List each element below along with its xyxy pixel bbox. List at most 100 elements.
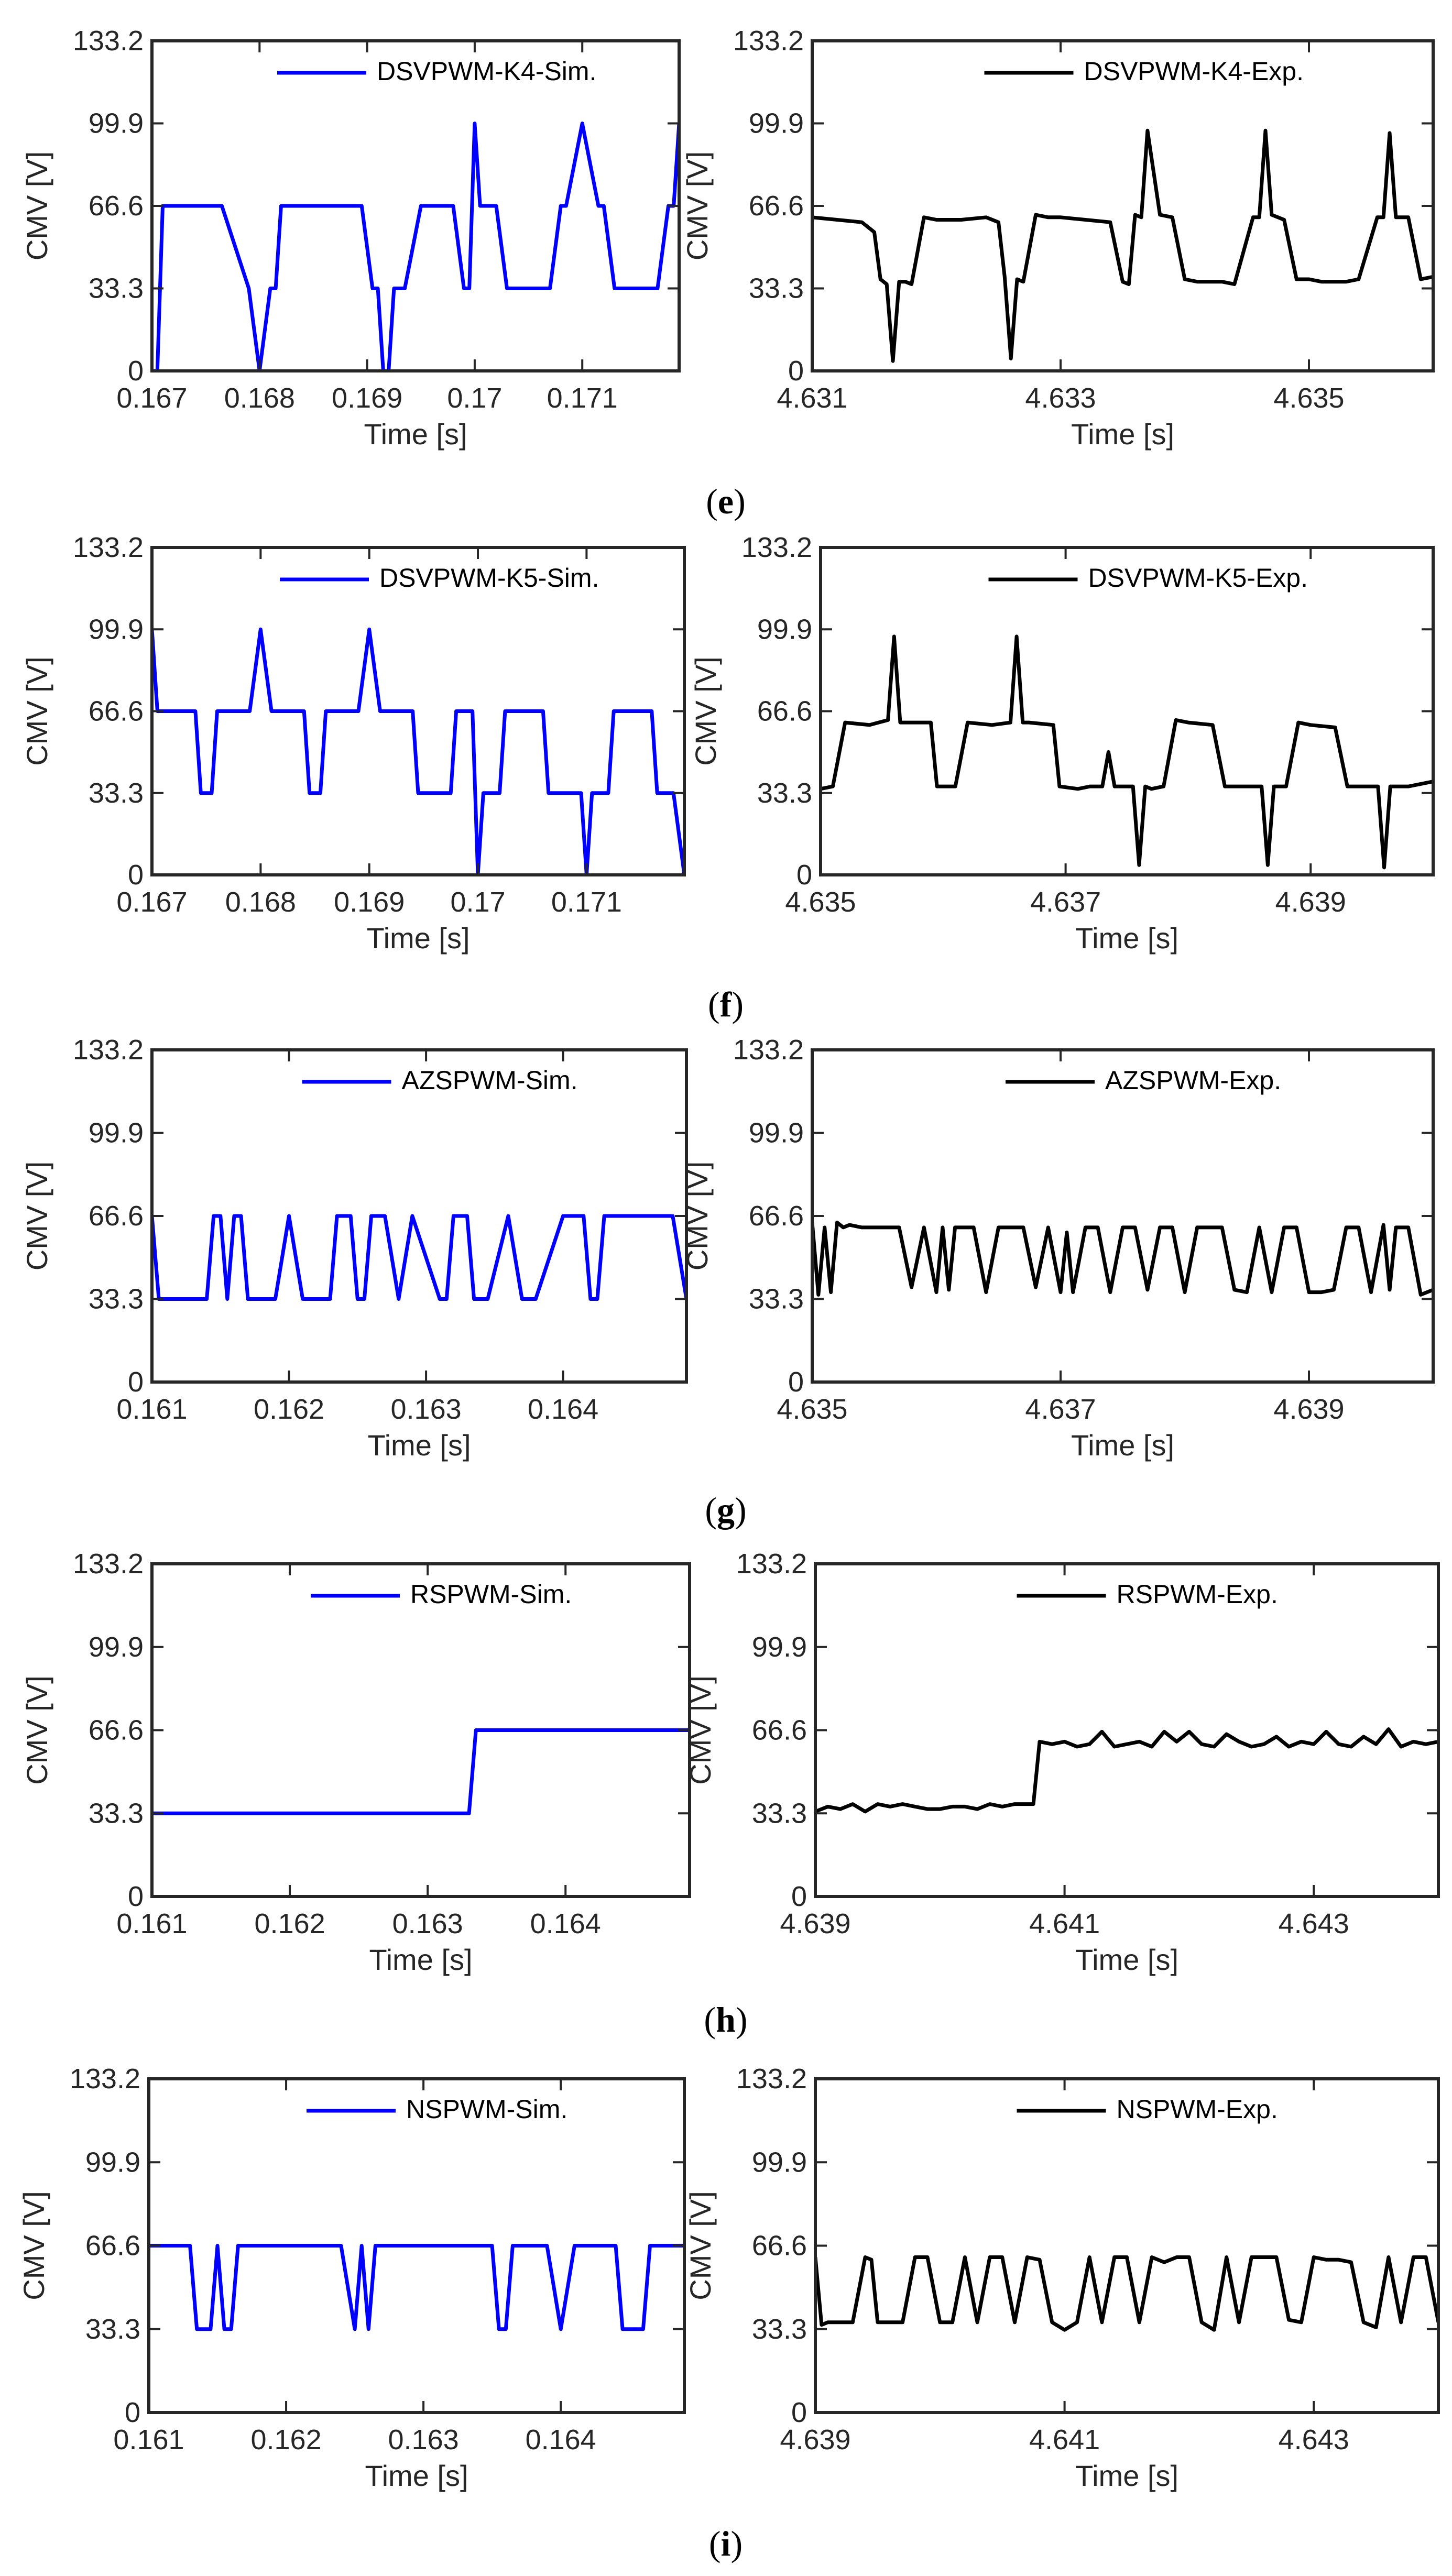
- axes-box: [811, 39, 1435, 372]
- y-tick-label: 99.9: [89, 1631, 144, 1663]
- x-tick-label: 0.162: [250, 2424, 321, 2456]
- y-tick-label: 133.2: [73, 25, 144, 57]
- y-tick-label: 0: [791, 1881, 807, 1912]
- chart-2-0: 0 33.3 66.6 99.9 133.2 0.161 0.162 0.163 0.164 Ti…: [20, 1034, 688, 1462]
- y-axis-label: CMV [V]: [684, 2191, 717, 2300]
- legend-label: NSPWM-Exp.: [1117, 2095, 1278, 2124]
- x-tick-label: 4.643: [1279, 1908, 1349, 1939]
- x-tick-label: 4.637: [1030, 886, 1101, 918]
- y-tick-label: 33.3: [749, 273, 804, 304]
- x-axis-label: Time [s]: [366, 922, 470, 955]
- y-tick-label: 99.9: [752, 2146, 807, 2178]
- legend-label: DSVPWM-K4-Sim.: [377, 57, 596, 86]
- y-tick-label: 133.2: [73, 1548, 144, 1580]
- axes-box: [814, 2077, 1440, 2414]
- legend-label: RSPWM-Sim.: [410, 1580, 572, 1609]
- x-tick-label: 0.163: [392, 1908, 463, 1939]
- x-tick-label: 4.631: [777, 382, 847, 414]
- y-tick-label: 66.6: [89, 1715, 144, 1746]
- series-line: [812, 1220, 1433, 1297]
- chart-0-0: 0 33.3 66.6 99.9 133.2 0.167 0.168 0.169 0.17 0.1…: [20, 25, 681, 451]
- x-axis-label: Time [s]: [367, 1429, 471, 1462]
- legend-label: RSPWM-Exp.: [1117, 1580, 1278, 1609]
- y-tick-label: 0: [125, 2397, 140, 2428]
- y-tick-label: 33.3: [749, 1284, 804, 1315]
- y-tick-label: 133.2: [741, 532, 812, 563]
- axes-box: [811, 1048, 1435, 1384]
- x-tick-label: 0.167: [116, 382, 187, 414]
- y-tick-label: 133.2: [733, 25, 804, 57]
- y-tick-label: 99.9: [752, 1631, 807, 1663]
- y-tick-label: 33.3: [89, 777, 144, 809]
- axes-box: [814, 1562, 1440, 1898]
- y-tick-label: 66.6: [749, 190, 804, 222]
- y-tick-label: 133.2: [70, 2063, 140, 2095]
- y-axis-label: CMV [V]: [17, 2191, 50, 2300]
- y-tick-label: 133.2: [733, 1034, 804, 1066]
- y-tick-label: 66.6: [89, 190, 144, 222]
- x-tick-label: 4.639: [780, 2424, 850, 2456]
- y-tick-label: 33.3: [757, 777, 812, 809]
- y-axis-label: CMV [V]: [20, 1161, 53, 1270]
- y-tick-label: 133.2: [736, 1548, 807, 1580]
- x-axis-label: Time [s]: [1075, 2459, 1178, 2492]
- panel-label: (g): [705, 1490, 746, 1530]
- y-axis-label: CMV [V]: [20, 656, 53, 765]
- y-tick-label: 133.2: [736, 2063, 807, 2095]
- y-tick-label: 0: [788, 355, 804, 387]
- y-tick-label: 99.9: [89, 613, 144, 645]
- y-tick-label: 33.3: [752, 2314, 807, 2345]
- x-axis-label: Time [s]: [369, 1943, 472, 1976]
- y-tick-label: 33.3: [89, 273, 144, 304]
- x-tick-label: 0.17: [450, 886, 505, 918]
- chart-3-1: 0 33.3 66.6 99.9 133.2 4.639 4.641 4.643 Time [s…: [684, 1548, 1440, 1976]
- x-tick-label: 4.633: [1025, 382, 1096, 414]
- y-tick-label: 0: [791, 2397, 807, 2428]
- series-line: [821, 634, 1433, 870]
- x-axis-label: Time [s]: [1071, 418, 1174, 451]
- chart-3-0: 0 33.3 66.6 99.9 133.2 0.161 0.162 0.163 0.164 Ti…: [20, 1548, 691, 1976]
- x-tick-label: 4.641: [1029, 1908, 1100, 1939]
- x-tick-label: 0.17: [447, 382, 502, 414]
- x-tick-label: 0.171: [551, 886, 622, 918]
- chart-1-0: 0 33.3 66.6 99.9 133.2 0.167 0.168 0.169 0.17 0.1…: [20, 532, 686, 955]
- y-tick-label: 66.6: [749, 1200, 804, 1232]
- y-axis-label: CMV [V]: [681, 1161, 714, 1270]
- x-tick-label: 0.164: [526, 2424, 596, 2456]
- y-tick-label: 133.2: [73, 532, 144, 563]
- chart-2-1: 0 33.3 66.6 99.9 133.2 4.635 4.637 4.639 Time [s…: [681, 1034, 1435, 1462]
- legend-label: DSVPWM-K5-Exp.: [1088, 563, 1308, 593]
- y-tick-label: 33.3: [89, 1284, 144, 1315]
- series-line: [152, 1728, 690, 1815]
- x-tick-label: 0.162: [255, 1908, 325, 1939]
- y-tick-label: 0: [128, 1366, 144, 1398]
- x-tick-label: 0.163: [388, 2424, 459, 2456]
- x-tick-label: 0.162: [254, 1394, 324, 1425]
- panel-label: (i): [709, 2524, 743, 2563]
- x-axis-label: Time [s]: [1075, 1943, 1178, 1976]
- series-line: [815, 2255, 1438, 2332]
- series-line: [152, 122, 679, 371]
- y-tick-label: 33.3: [752, 1797, 807, 1829]
- y-axis-label: CMV [V]: [684, 1675, 717, 1784]
- panel-label: (e): [706, 481, 746, 521]
- series-line: [812, 128, 1433, 363]
- x-tick-label: 4.637: [1025, 1394, 1096, 1425]
- x-tick-label: 0.164: [528, 1394, 598, 1425]
- y-tick-label: 99.9: [85, 2146, 140, 2178]
- series-line: [815, 1727, 1438, 1814]
- x-tick-label: 0.161: [116, 1908, 187, 1939]
- x-tick-label: 4.635: [1273, 382, 1344, 414]
- y-tick-label: 66.6: [85, 2230, 140, 2262]
- x-tick-label: 4.639: [1273, 1394, 1344, 1425]
- x-tick-label: 4.639: [780, 1908, 850, 1939]
- y-tick-label: 0: [128, 1881, 144, 1912]
- y-tick-label: 33.3: [85, 2314, 140, 2345]
- y-tick-label: 66.6: [89, 696, 144, 727]
- x-tick-label: 0.161: [113, 2424, 184, 2456]
- y-tick-label: 99.9: [749, 108, 804, 139]
- y-axis-label: CMV [V]: [689, 656, 722, 765]
- legend-label: DSVPWM-K4-Exp.: [1084, 57, 1304, 86]
- x-tick-label: 0.168: [224, 382, 295, 414]
